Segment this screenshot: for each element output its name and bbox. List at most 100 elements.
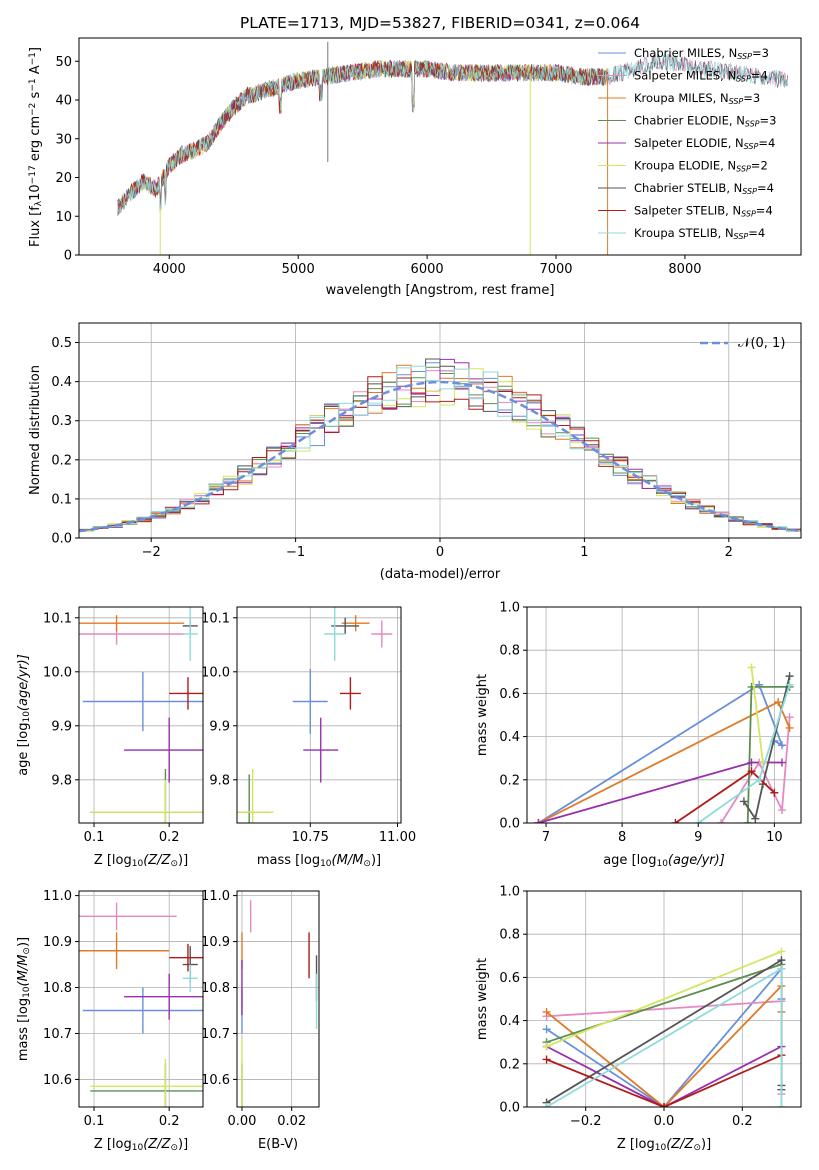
spectrum-line bbox=[117, 59, 608, 213]
x-tick-label: 4000 bbox=[153, 262, 186, 277]
weight-marker bbox=[542, 1025, 551, 1034]
y-tick-label: 10.1 bbox=[43, 611, 72, 626]
legend-label: Kroupa STELIB, NSSP=4 bbox=[634, 226, 765, 241]
y-axis-label: age [log10(age/yr)] bbox=[16, 654, 32, 776]
y-tick-label: 30 bbox=[55, 132, 72, 147]
y-axis-label: Flux [fλ10−17 erg cm−2 s−1 A−1] bbox=[28, 47, 44, 247]
grid bbox=[79, 891, 203, 1107]
errorbar-point bbox=[303, 717, 339, 783]
errorbar-point bbox=[124, 717, 203, 783]
panel-spectrum: 4000 5000 6000 7000 8000 0 10 20 30 40 50 bbox=[55, 37, 802, 277]
histogram-step bbox=[79, 365, 801, 531]
plot-area bbox=[542, 947, 786, 1107]
weight-marker bbox=[542, 1055, 551, 1064]
y-tick-label: 10.9 bbox=[201, 935, 230, 950]
errorbar-point bbox=[169, 943, 203, 972]
grid bbox=[79, 323, 801, 539]
chart-title: PLATE=1713, MJD=53827, FIBERID=0341, z=0… bbox=[240, 14, 640, 32]
weight-line bbox=[743, 675, 791, 821]
errorbar-point bbox=[292, 669, 328, 734]
weight-line bbox=[538, 761, 782, 823]
errorbar-point bbox=[82, 987, 203, 1034]
weight-line bbox=[546, 950, 782, 1048]
y-tick-label: 0 bbox=[64, 249, 72, 264]
errorbar-point bbox=[90, 779, 203, 823]
weight-line bbox=[546, 963, 782, 1044]
y-tick-label: 1.0 bbox=[499, 885, 520, 900]
spectrum-line bbox=[117, 60, 608, 215]
weight-marker bbox=[542, 1007, 551, 1016]
grid bbox=[79, 607, 203, 823]
y-tick-label: 9.9 bbox=[51, 719, 72, 734]
errorbar-point bbox=[124, 973, 203, 1020]
grid bbox=[527, 606, 801, 824]
y-tick-label: 10.7 bbox=[43, 1027, 72, 1042]
histogram-step bbox=[79, 368, 801, 532]
y-tick-label: 0.6 bbox=[499, 971, 520, 986]
plot-area bbox=[79, 902, 203, 1107]
weight-marker bbox=[747, 663, 756, 672]
y-tick-label: 20 bbox=[55, 171, 72, 186]
plot-area bbox=[237, 607, 393, 823]
x-axis-label: Z [log10(Z/Z⊙)] bbox=[94, 1137, 188, 1153]
panel-mass_vs_ebv: 0.00 0.02 10.6 10.7 10.8 10.9 11.0 bbox=[201, 889, 320, 1129]
grid bbox=[237, 607, 401, 823]
y-tick-label: 10 bbox=[55, 210, 72, 225]
weight-marker bbox=[671, 819, 680, 823]
x-tick-label: 0.02 bbox=[277, 1114, 306, 1129]
y-tick-label: 0.6 bbox=[499, 687, 520, 702]
x-axis-label: age [log10(age/yr)] bbox=[603, 853, 725, 869]
weight-marker bbox=[777, 956, 786, 965]
y-tick-label: 0.8 bbox=[499, 928, 520, 943]
y-tick-label: 11.0 bbox=[43, 889, 72, 904]
x-axis-label: Z [log10(Z/Z⊙)] bbox=[94, 853, 188, 869]
legend-label: Kroupa MILES, NSSP=3 bbox=[634, 91, 760, 106]
y-tick-label: 10.1 bbox=[201, 611, 230, 626]
plot-area bbox=[241, 900, 318, 1107]
y-tick-label: 10.6 bbox=[201, 1073, 230, 1088]
grid bbox=[237, 891, 319, 1107]
weight-marker bbox=[770, 788, 779, 797]
spectrum-line bbox=[117, 60, 608, 215]
weight-marker bbox=[739, 797, 748, 806]
weight-marker bbox=[694, 819, 703, 823]
x-tick-label: 6000 bbox=[411, 262, 444, 277]
errorbar-point bbox=[79, 902, 177, 931]
histogram-step bbox=[79, 358, 801, 532]
y-tick-label: 0.5 bbox=[51, 336, 72, 351]
x-tick-label: 0.2 bbox=[732, 1114, 753, 1129]
weight-line bbox=[720, 717, 791, 823]
x-tick-label: 9 bbox=[694, 830, 702, 845]
spectrum-line bbox=[117, 59, 608, 215]
weight-marker bbox=[785, 713, 794, 722]
gaussian-curve bbox=[79, 380, 801, 533]
y-tick-label: 0.4 bbox=[499, 1014, 520, 1029]
panel-residual_hist: −2 −1 0 1 2 0.0 0.1 0.2 0.3 0.4 0.5 bbox=[51, 322, 802, 560]
axes-frame bbox=[236, 890, 320, 1108]
errorbar-point bbox=[324, 607, 346, 661]
legend-label: Salpeter MILES, NSSP=4 bbox=[634, 69, 768, 84]
weight-marker bbox=[785, 672, 794, 681]
axes-frame bbox=[78, 606, 204, 824]
x-tick-label: 0.1 bbox=[84, 830, 105, 845]
errorbar-point bbox=[182, 964, 198, 993]
panel-mass_vs_Z: 0.1 0.2 10.6 10.7 10.8 10.9 11.0 bbox=[43, 889, 204, 1129]
y-axis-label: mass [log10(M/M⊙)] bbox=[16, 937, 32, 1061]
y-tick-label: 0.2 bbox=[499, 773, 520, 788]
weight-marker bbox=[777, 1103, 786, 1107]
weight-line bbox=[537, 683, 784, 823]
y-tick-label: 0.3 bbox=[51, 414, 72, 429]
panel-age_vs_mass: 10.75 11.00 9.8 9.9 10.0 10.1 bbox=[201, 606, 416, 845]
legend-label: Salpeter STELIB, NSSP=4 bbox=[634, 204, 773, 219]
y-tick-label: 10.7 bbox=[201, 1027, 230, 1042]
legend-label: Chabrier STELIB, NSSP=4 bbox=[634, 181, 774, 196]
plot-area bbox=[79, 607, 203, 823]
weight-marker bbox=[660, 1103, 668, 1107]
x-tick-label: 11.00 bbox=[379, 830, 416, 845]
errorbar-point bbox=[341, 615, 370, 632]
weight-marker bbox=[774, 698, 783, 707]
errorbar-point bbox=[182, 607, 198, 661]
errorbar-point bbox=[169, 677, 203, 710]
x-tick-label: −0.2 bbox=[570, 1114, 602, 1129]
weight-line bbox=[546, 1045, 782, 1107]
